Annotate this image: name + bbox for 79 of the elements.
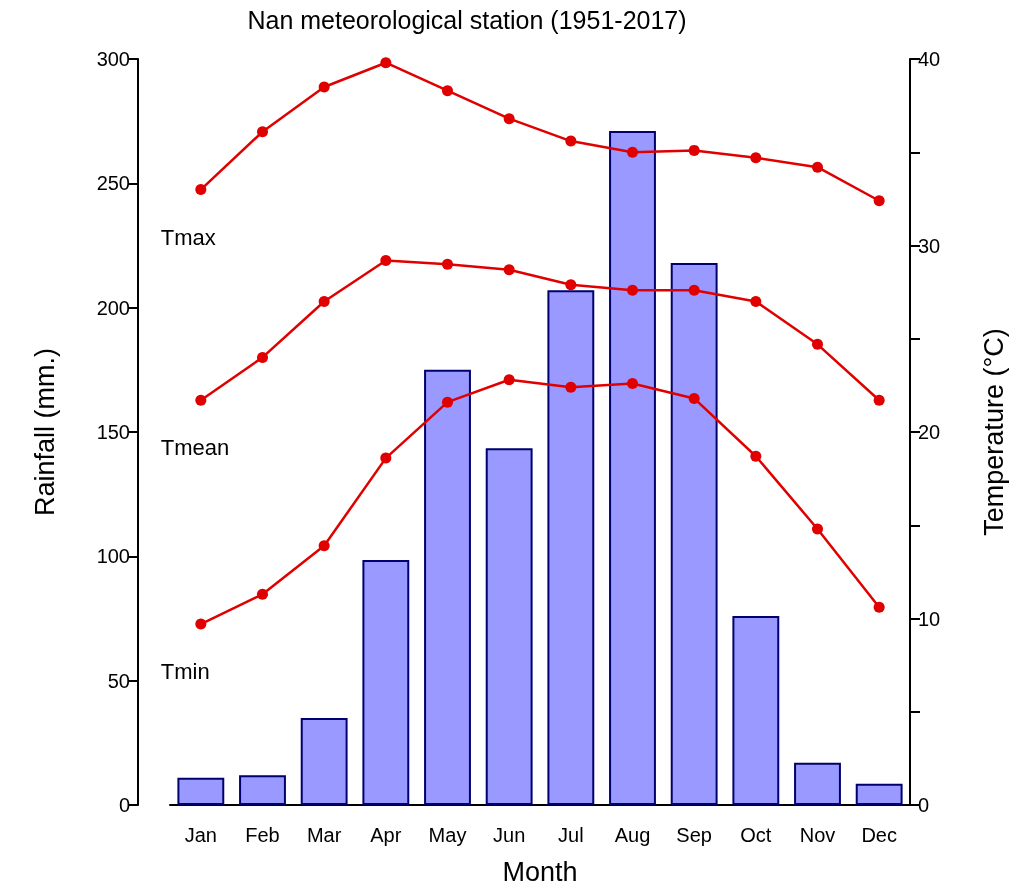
bar [362,560,410,805]
point [195,184,207,196]
y-tick-label: 50 [107,669,130,692]
point [627,378,638,390]
point [565,279,577,291]
point [750,295,762,307]
point [627,284,638,296]
point [442,85,453,97]
y-tick-label: 100 [96,545,130,568]
x-tick-label: Aug [614,824,651,846]
y2-tick-label: 40 [918,48,941,70]
point [688,284,700,296]
x-tick-label: Jan [184,824,217,846]
series-label: Tmax [160,224,216,250]
point [503,374,515,386]
x-tick-label: Apr [370,824,402,846]
x-tick-label: Nov [799,824,836,846]
point [688,392,700,404]
bar [609,131,656,805]
bar [239,775,286,805]
point [565,135,577,147]
point [873,195,885,207]
point [380,452,392,464]
point [873,394,885,406]
y-tick-label: 300 [96,48,130,70]
bar [547,290,595,805]
bar [424,369,471,805]
y2-tick-label: 20 [918,421,941,443]
point [812,338,823,350]
point [627,146,638,158]
point [257,126,268,138]
point [503,264,515,276]
series-label: Tmin [160,659,210,685]
bar [670,262,718,805]
point [318,540,330,552]
point [380,57,392,69]
point [195,618,207,630]
bar [300,717,348,805]
y-tick-label: 0 [118,794,130,816]
series-label: Tmean [160,435,230,461]
point [257,351,268,363]
x-tick-label: Mar [306,824,342,846]
x-tick-label: Sep [676,824,712,846]
point [380,254,392,266]
point [873,601,885,613]
x-tick-label: Dec [861,824,897,846]
bar [732,616,780,805]
chart-title: Nan meteorological station (1951-2017) [247,5,687,34]
y2-axis-title: Temperature (°C) [978,328,1009,536]
x-tick-label: Jul [558,824,584,846]
point [503,113,515,125]
point [565,381,577,393]
bar [177,777,225,805]
x-tick-label: May [428,824,467,846]
point [195,394,207,406]
y-tick-label: 250 [96,172,130,195]
y2-tick-label: 30 [918,234,941,257]
x-tick-label: Jun [493,824,526,846]
point [812,161,823,173]
bar [485,448,533,805]
bar [794,762,841,805]
y2-tick-label: 0 [918,794,930,816]
point [750,152,762,164]
point [812,523,823,535]
x-tick-label: Feb [245,824,280,846]
y2-tick-label: 10 [918,607,941,630]
point [442,396,453,408]
point [318,81,330,93]
point [318,295,330,307]
x-tick-label: Oct [740,824,772,846]
bar [855,783,903,805]
y-tick-label: 200 [96,296,130,319]
point [257,588,268,600]
point [442,258,453,270]
y-axis-title: Rainfall (mm.) [29,347,60,517]
x-axis-title: Month [502,856,578,887]
point [688,144,700,156]
y-tick-label: 150 [96,421,130,443]
point [750,450,762,462]
